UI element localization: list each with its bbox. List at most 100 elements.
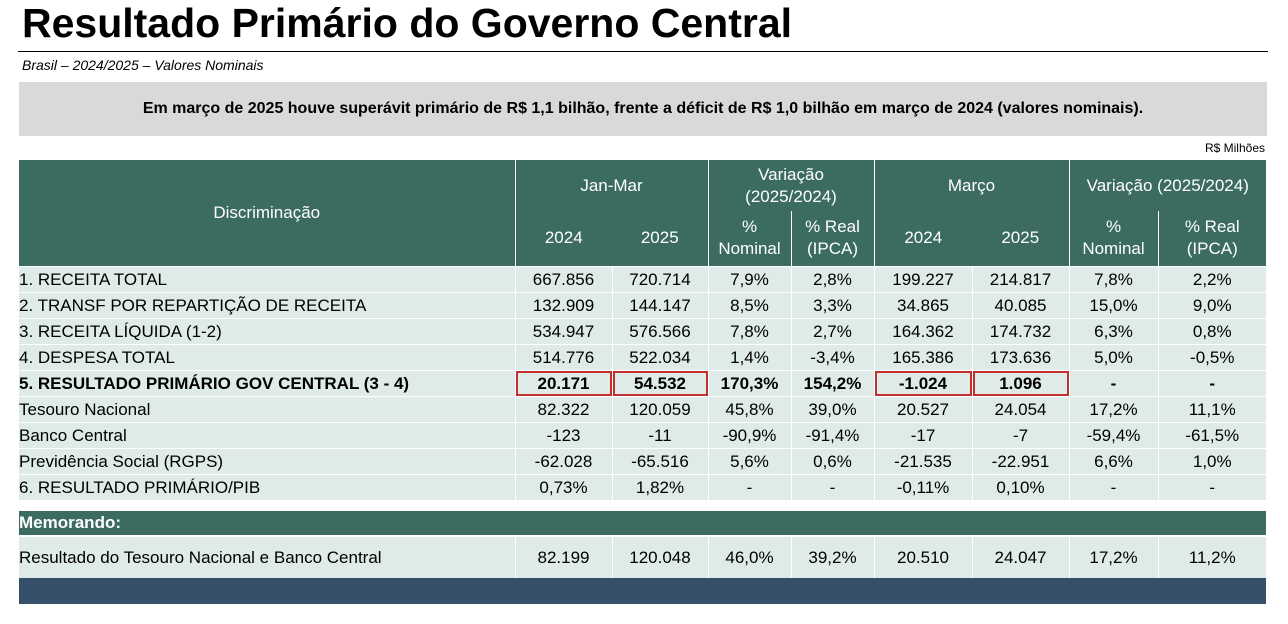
header-variacao-marco: Variação (2025/2024) [1068,160,1266,211]
cell: - [707,473,791,500]
table-row: Previdência Social (RGPS) -62.028 -65.51… [19,447,1266,474]
header-jan-mar-real: % Real (IPCA) [790,211,874,266]
highlighted-cell: -1.024 [873,369,972,396]
row-label: 5. RESULTADO PRIMÁRIO GOV CENTRAL (3 - 4… [19,369,515,396]
header-variacao-line2: (2025/2024) [745,186,837,206]
table-row: 1. RECEITA TOTAL 667.856 720.714 7,9% 2,… [19,265,1266,292]
header-marco-2025: 2025 [972,211,1069,266]
cell: 132.909 [514,291,612,318]
header-pct: % [1105,217,1122,237]
cell: 20.527 [873,395,972,422]
header-jan-mar-nominal: % Nominal [707,211,791,266]
header-ipca: (IPCA) [807,239,858,259]
table-row: Tesouro Nacional 82.322 120.059 45,8% 39… [19,395,1266,422]
memo-label: Memorando: [19,510,1266,535]
header-discriminacao: Discriminação [19,160,515,266]
cell: 17,2% [1068,395,1158,422]
cell: 173.636 [971,343,1069,370]
cell: 82.322 [514,395,612,422]
cell: 5,0% [1068,343,1158,370]
row-label: Resultado do Tesouro Nacional e Banco Ce… [19,535,515,578]
page-title: Resultado Primário do Governo Central [22,0,793,46]
cell: 720.714 [611,265,708,292]
cell: -3,4% [790,343,874,370]
cell: -17 [873,421,972,448]
cell: 120.048 [611,535,708,578]
table-row: 4. DESPESA TOTAL 514.776 522.034 1,4% -3… [19,343,1266,370]
cell: 144.147 [611,291,708,318]
table-row-highlight: 5. RESULTADO PRIMÁRIO GOV CENTRAL (3 - 4… [19,369,1266,396]
row-label: 2. TRANSF POR REPARTIÇÃO DE RECEITA [19,291,515,318]
cell: 11,1% [1157,395,1266,422]
cell: -0,5% [1157,343,1266,370]
cell: 165.386 [873,343,972,370]
cell: - [1157,473,1266,500]
cell: 7,8% [1068,265,1158,292]
cell: 17,2% [1068,535,1158,578]
cell: 214.817 [971,265,1069,292]
cell: -59,4% [1068,421,1158,448]
spacer [19,534,1266,536]
highlighted-cell: 20.171 [514,369,612,396]
cell: -61,5% [1157,421,1266,448]
header-variacao-jan-mar: Variação (2025/2024) [707,160,874,211]
cell: -123 [514,421,612,448]
header-real: % Real [1184,217,1240,237]
cell: 34.865 [873,291,972,318]
memo-row: Resultado do Tesouro Nacional e Banco Ce… [19,535,1266,578]
header-jan-mar-2024: 2024 [514,211,612,266]
header-marco: Março [873,160,1069,211]
header-real: % Real [805,217,860,237]
title-rule [18,51,1268,52]
table-row: 6. RESULTADO PRIMÁRIO/PIB 0,73% 1,82% - … [19,473,1266,500]
cell: -7 [971,421,1069,448]
cell: - [1068,473,1158,500]
cell: 39,2% [790,535,874,578]
header-nominal: Nominal [1082,239,1145,259]
footer-bar [19,577,1266,604]
highlighted-cell: 1.096 [971,369,1069,396]
header-variacao-line1: Variação [758,164,824,184]
cell: 170,3% [707,369,791,396]
cell: - [1157,369,1266,396]
cell: 2,8% [790,265,874,292]
cell: 2,7% [790,317,874,344]
cell: 2,2% [1157,265,1266,292]
cell: 6,6% [1068,447,1158,474]
header-nominal: Nominal [718,239,781,259]
cell: -21.535 [873,447,972,474]
header-ipca: (IPCA) [1186,239,1238,259]
row-label: Banco Central [19,421,515,448]
cell: -65.516 [611,447,708,474]
cell: 0,10% [971,473,1069,500]
cell: - [1068,369,1158,396]
cell: 0,6% [790,447,874,474]
cell: 46,0% [707,535,791,578]
table-row: 3. RECEITA LÍQUIDA (1-2) 534.947 576.566… [19,317,1266,344]
row-label: 4. DESPESA TOTAL [19,343,515,370]
row-label: 3. RECEITA LÍQUIDA (1-2) [19,317,515,344]
cell: 522.034 [611,343,708,370]
cell: 39,0% [790,395,874,422]
cell: 154,2% [790,369,874,396]
cell: 11,2% [1157,535,1266,578]
cell: -11 [611,421,708,448]
row-label: 1. RECEITA TOTAL [19,265,515,292]
summary-banner: Em março de 2025 houve superávit primári… [19,82,1267,136]
cell: 6,3% [1068,317,1158,344]
cell: 24.054 [971,395,1069,422]
cell: 82.199 [514,535,612,578]
cell: 15,0% [1068,291,1158,318]
cell: 576.566 [611,317,708,344]
cell: 24.047 [971,535,1069,578]
table-row: Banco Central -123 -11 -90,9% -91,4% -17… [19,421,1266,448]
cell: -0,11% [873,473,972,500]
cell: 45,8% [707,395,791,422]
cell: 0,8% [1157,317,1266,344]
cell: 7,9% [707,265,791,292]
cell: 0,73% [514,473,612,500]
header-marco-nominal: % Nominal [1068,211,1158,266]
cell: 1,0% [1157,447,1266,474]
cell: 7,8% [707,317,791,344]
header-jan-mar-2025: 2025 [612,211,708,266]
